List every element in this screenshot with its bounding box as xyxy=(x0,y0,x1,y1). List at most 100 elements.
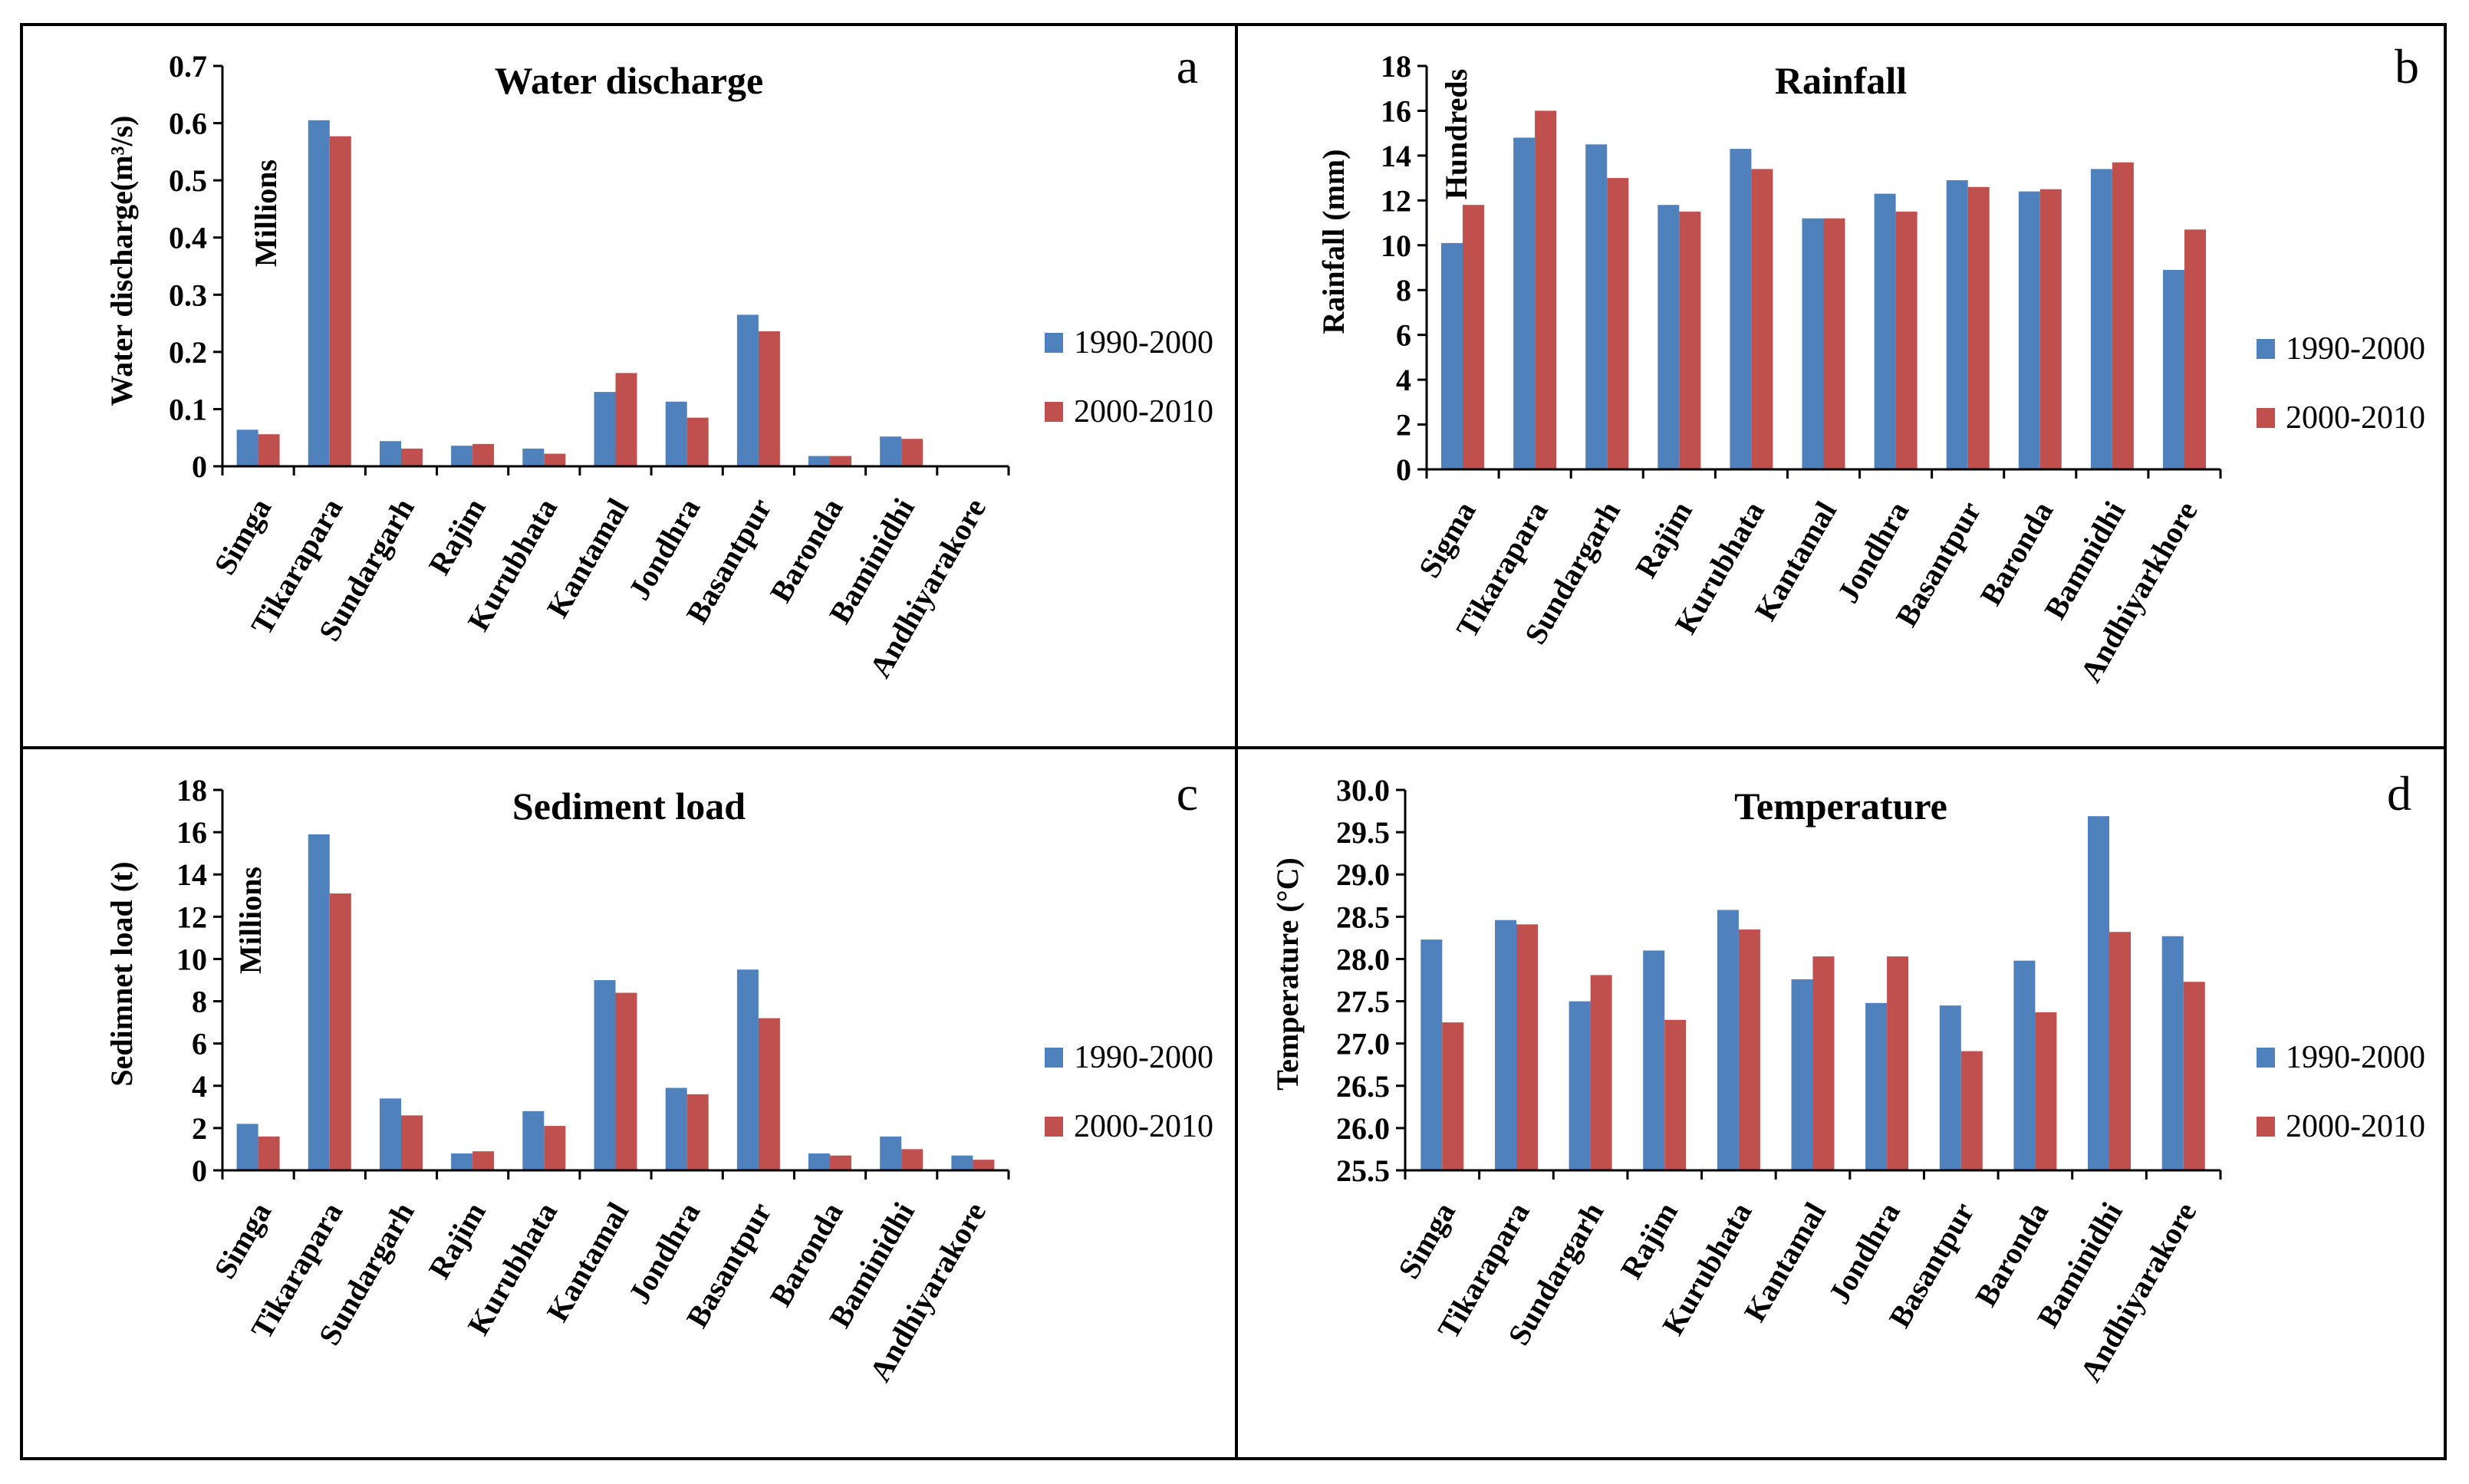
legend-label: 2000-2010 xyxy=(1074,394,1213,429)
bar-a-s2-4 xyxy=(544,453,566,466)
bar-b-s2-9 xyxy=(2112,162,2134,469)
x-category-label: Simga xyxy=(207,1196,278,1285)
bar-b-s2-0 xyxy=(1463,205,1484,469)
bar-b-s1-10 xyxy=(2163,269,2184,469)
legend-label: 1990-2000 xyxy=(1074,325,1213,360)
figure-frame xyxy=(20,23,2447,1460)
y-tick-label: 0.5 xyxy=(169,163,207,198)
bar-d-s2-10 xyxy=(2183,982,2205,1170)
bar-d-s1-4 xyxy=(1717,910,1739,1170)
bar-c-s2-9 xyxy=(901,1149,923,1170)
y-tick-label: 27.0 xyxy=(1336,1027,1390,1061)
x-category-label: Rajim xyxy=(1628,495,1699,584)
x-category-label: Rajim xyxy=(422,492,492,581)
bar-d-s2-5 xyxy=(1812,956,1835,1170)
bar-b-s1-6 xyxy=(1874,193,1896,469)
bar-d-s1-0 xyxy=(1420,939,1443,1170)
bar-c-s2-4 xyxy=(544,1126,566,1170)
legend-swatch xyxy=(1045,1048,1063,1068)
panel-letter: c xyxy=(1177,766,1198,821)
y-axis-label: Rainfall (mm) xyxy=(1316,149,1351,334)
y-tick-label: 8 xyxy=(1396,273,1411,308)
legend-swatch xyxy=(2257,1117,2275,1137)
legend-label: 1990-2000 xyxy=(2286,1040,2425,1075)
bar-b-s1-4 xyxy=(1730,149,1752,469)
y-tick-label: 0.2 xyxy=(169,335,207,370)
bar-a-s1-2 xyxy=(380,441,401,466)
y-axis-label: Temperature (°C) xyxy=(1270,857,1305,1091)
bar-d-s1-8 xyxy=(2013,960,2036,1170)
bar-d-s2-8 xyxy=(2035,1012,2057,1170)
x-category-label: Simga xyxy=(207,492,278,581)
unit-note: Millions xyxy=(249,160,283,267)
bar-d-s1-9 xyxy=(2088,816,2109,1170)
bar-b-s1-0 xyxy=(1441,242,1463,469)
bar-c-s2-10 xyxy=(973,1160,995,1170)
y-tick-label: 14 xyxy=(1381,139,1411,173)
bar-a-s1-6 xyxy=(665,401,687,466)
bar-b-s2-8 xyxy=(2039,189,2062,469)
legend-swatch xyxy=(2257,408,2275,428)
bar-c-s2-0 xyxy=(258,1136,280,1170)
bar-a-s2-1 xyxy=(329,136,351,466)
x-category-label: Rajim xyxy=(422,1196,492,1285)
bar-b-s1-7 xyxy=(1946,180,1968,469)
y-tick-label: 2 xyxy=(192,1111,207,1146)
bar-c-s1-3 xyxy=(451,1153,473,1170)
y-tick-label: 6 xyxy=(1396,318,1411,353)
bar-d-s1-10 xyxy=(2161,936,2184,1170)
x-category-label: Simga xyxy=(1391,1196,1462,1285)
y-axis-label: Sedimnet load (t) xyxy=(104,861,139,1086)
y-tick-label: 26.0 xyxy=(1336,1111,1390,1146)
bar-b-s2-2 xyxy=(1607,178,1629,469)
legend: 1990-2000 2000-2010 xyxy=(2257,1040,2425,1144)
unit-note: Hundreds xyxy=(1439,69,1473,199)
legend-swatch xyxy=(2257,1048,2275,1068)
y-tick-label: 10 xyxy=(176,942,207,976)
bars-layer xyxy=(236,834,995,1170)
bar-d-s2-1 xyxy=(1516,924,1538,1170)
legend-label: 2000-2010 xyxy=(2286,400,2425,436)
y-tick-label: 6 xyxy=(192,1027,207,1061)
bar-d-s1-6 xyxy=(1865,1002,1888,1170)
bar-a-s1-8 xyxy=(808,456,830,466)
chart-title: Rainfall xyxy=(1775,59,1907,102)
chart-title: Temperature xyxy=(1734,785,1947,828)
y-tick-label: 12 xyxy=(176,900,207,934)
y-tick-label: 30.0 xyxy=(1336,773,1390,808)
bar-c-s2-5 xyxy=(615,992,637,1170)
y-axis-label: Water discharge(m³/s) xyxy=(104,116,139,406)
x-category-label: Sigma xyxy=(1412,495,1483,584)
bar-b-s1-3 xyxy=(1658,205,1680,469)
bar-d-s2-4 xyxy=(1738,929,1760,1170)
bar-b-s2-5 xyxy=(1823,218,1845,469)
y-tick-label: 0 xyxy=(192,449,207,484)
legend-label: 2000-2010 xyxy=(2286,1109,2425,1144)
y-tick-label: 16 xyxy=(176,815,207,850)
x-category-label: Rajim xyxy=(1614,1196,1684,1285)
panel-rainfall: Rainfall b Rainfall (mm) Hundreds 0 2 4 6 8 1… xyxy=(1316,39,2425,688)
y-tick-label: 26.5 xyxy=(1336,1069,1390,1104)
bar-d-s2-6 xyxy=(1887,956,1909,1170)
legend-label: 1990-2000 xyxy=(2286,331,2425,367)
bar-c-s1-4 xyxy=(522,1111,545,1170)
bar-c-s1-9 xyxy=(880,1136,902,1170)
bar-c-s1-1 xyxy=(308,834,330,1170)
panel-letter: b xyxy=(2395,39,2419,94)
legend-swatch xyxy=(1045,333,1063,353)
bar-d-s1-7 xyxy=(1939,1005,1961,1170)
y-tick-label: 25.5 xyxy=(1336,1153,1390,1188)
bar-c-s2-8 xyxy=(830,1155,851,1170)
y-tick-label: 4 xyxy=(192,1069,207,1104)
y-tick-label: 12 xyxy=(1381,183,1411,218)
bar-a-s1-7 xyxy=(736,314,759,466)
bar-a-s2-7 xyxy=(758,331,780,466)
bar-c-s1-6 xyxy=(665,1087,687,1170)
bar-b-s2-10 xyxy=(2184,229,2206,469)
bar-a-s1-9 xyxy=(880,436,902,466)
y-tick-label: 16 xyxy=(1381,94,1411,128)
legend-label: 2000-2010 xyxy=(1074,1109,1213,1144)
bar-a-s1-4 xyxy=(522,448,545,466)
y-tick-label: 0 xyxy=(192,1153,207,1188)
